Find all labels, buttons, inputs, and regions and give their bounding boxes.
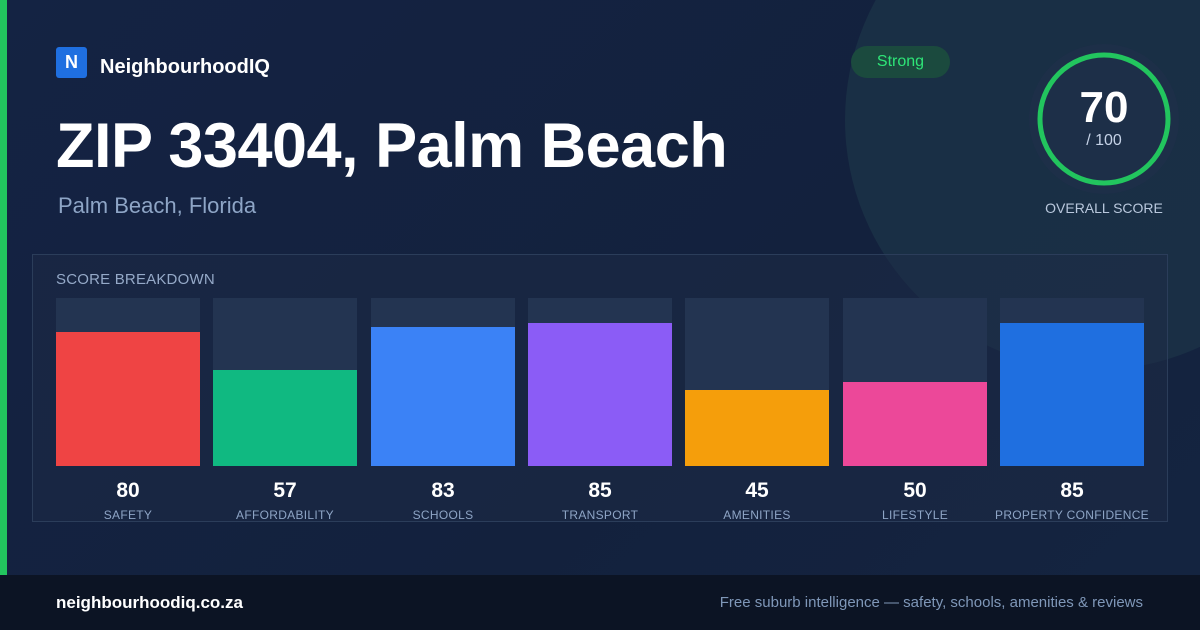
bar-value-label: 85 xyxy=(1060,479,1084,502)
status-badge: Strong xyxy=(851,46,950,78)
footer-tagline: Free suburb intelligence — safety, schoo… xyxy=(719,594,1143,611)
bar xyxy=(685,390,829,466)
accent-bar xyxy=(0,0,7,575)
bar-track xyxy=(371,298,515,466)
bar-category-label: PROPERTY CONFIDENCE xyxy=(995,508,1149,522)
bar-track xyxy=(56,298,200,466)
bar-value-label: 80 xyxy=(116,479,140,502)
overall-score-value: 70 xyxy=(1079,83,1129,132)
location-subtitle: Palm Beach, Florida xyxy=(58,193,257,218)
bar-track xyxy=(528,298,672,466)
brand-logo-icon: N xyxy=(56,47,87,78)
page-title: ZIP 33404, Palm Beach xyxy=(56,111,728,181)
bar xyxy=(528,323,672,466)
bar-category-label: AFFORDABILITY xyxy=(236,508,334,522)
footer: neighbourhoodiq.co.za Free suburb intell… xyxy=(0,575,1200,630)
bar-track xyxy=(685,298,829,466)
bar xyxy=(213,370,357,466)
bar-category-label: LIFESTYLE xyxy=(881,508,949,522)
bar-value-label: 45 xyxy=(745,479,769,502)
overall-score-ring xyxy=(1029,44,1179,194)
brand-name: NeighbourhoodIQ xyxy=(100,56,270,78)
brand: N NeighbourhoodIQ xyxy=(56,46,270,79)
bar-track xyxy=(843,298,987,466)
bar-track xyxy=(213,298,357,466)
bar-value-label: 50 xyxy=(903,479,927,502)
score-breakdown-title: SCORE BREAKDOWN xyxy=(56,271,215,288)
bar-value-label: 83 xyxy=(431,479,455,502)
footer-url: neighbourhoodiq.co.za xyxy=(56,593,243,612)
bar-category-label: AMENITIES xyxy=(723,508,791,522)
bar xyxy=(1000,323,1144,466)
bar-category-label: SCHOOLS xyxy=(412,508,474,522)
bar xyxy=(371,326,515,466)
bar-category-label: TRANSPORT xyxy=(561,508,639,522)
bar xyxy=(843,382,987,466)
bar xyxy=(56,331,200,466)
overall-score-max: / 100 xyxy=(1086,132,1122,149)
bar-category-label: SAFETY xyxy=(103,508,153,522)
bar-track xyxy=(1000,298,1144,466)
bar-value-label: 57 xyxy=(273,479,297,502)
overall-score-label: OVERALL SCORE xyxy=(1045,200,1163,216)
bar-value-label: 85 xyxy=(588,479,612,502)
